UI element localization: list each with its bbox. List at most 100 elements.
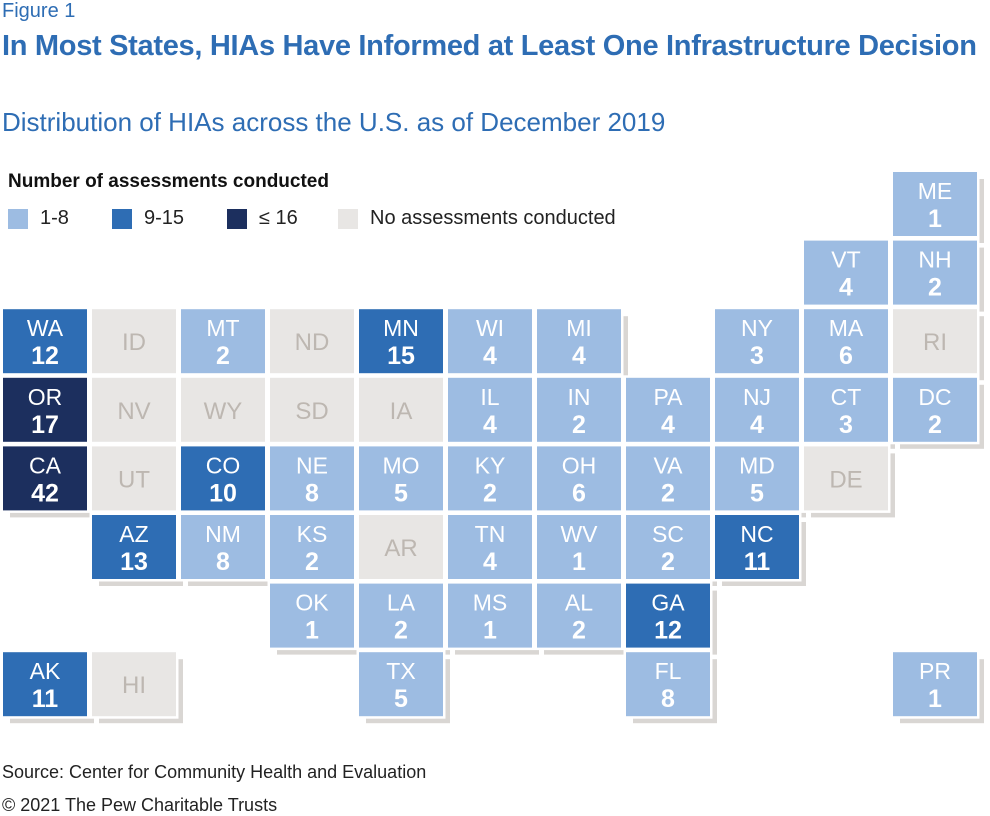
state-tile-vt: VT4: [804, 240, 888, 305]
tile-fill: [715, 446, 799, 511]
assessment-count: 4: [483, 548, 497, 576]
state-label: CO: [206, 452, 241, 478]
state-tile-ne: NE8: [270, 446, 354, 511]
state-label: MN: [383, 315, 419, 341]
tile-fill: [804, 309, 888, 374]
state-tile-nm: NM8: [181, 515, 265, 579]
state-label: GA: [651, 590, 685, 616]
state-label: IL: [480, 384, 499, 410]
tile-fill: [92, 652, 176, 717]
state-label: LA: [387, 590, 416, 616]
assessment-count: 1: [572, 548, 586, 576]
tile-fill: [270, 515, 354, 579]
state-tile-in: IN2: [537, 377, 621, 442]
state-label: NH: [918, 247, 951, 273]
assessment-count: 8: [216, 548, 230, 576]
tile-fill: [92, 515, 176, 579]
assessment-count: 1: [305, 617, 319, 645]
assessment-count: 4: [750, 411, 764, 439]
state-label: NM: [205, 521, 241, 547]
state-label: AR: [384, 535, 417, 562]
state-tile-ia: IA: [359, 377, 443, 442]
state-tile-va: VA2: [626, 446, 710, 511]
state-label: DC: [918, 384, 951, 410]
state-label: PR: [919, 658, 951, 684]
state-tile-ct: CT3: [804, 377, 888, 442]
state-tile-nd: ND: [270, 309, 354, 374]
state-tile-ma: MA6: [804, 309, 888, 374]
state-label: AL: [565, 590, 593, 616]
legend-swatch: [112, 208, 132, 229]
assessment-count: 2: [483, 479, 497, 507]
state-tile-ut: UT: [92, 446, 176, 511]
source-note: Source: Center for Community Health and …: [2, 762, 427, 782]
state-tile-ar: AR: [359, 515, 443, 579]
legend-swatch: [338, 208, 358, 229]
state-label: VA: [654, 452, 684, 478]
tile-fill: [448, 377, 532, 442]
assessment-count: 1: [928, 205, 942, 233]
state-tile-tx: TX5: [359, 652, 443, 717]
tile-fill: [626, 515, 710, 579]
state-label: SD: [295, 398, 328, 425]
assessment-count: 2: [394, 617, 408, 645]
tile-fill: [893, 172, 977, 236]
state-label: OK: [295, 590, 329, 616]
state-tile-la: LA2: [359, 583, 443, 648]
tile-fill: [181, 377, 265, 442]
state-tile-ny: NY3: [715, 309, 799, 374]
assessment-count: 1: [483, 617, 497, 645]
state-label: DE: [829, 466, 862, 493]
assessment-count: 2: [216, 342, 230, 370]
assessment-count: 2: [661, 548, 675, 576]
assessment-count: 2: [661, 479, 675, 507]
state-label: NY: [741, 315, 773, 341]
state-label: KY: [475, 452, 506, 478]
assessment-count: 6: [572, 479, 586, 507]
state-label: CA: [29, 452, 62, 478]
state-tile-mi: MI4: [537, 309, 621, 374]
state-tile-il: IL4: [448, 377, 532, 442]
tile-fill: [893, 377, 977, 442]
legend-item-16-plus: ≤ 16: [227, 207, 298, 230]
state-tile-al: AL2: [537, 583, 621, 648]
tile-fill: [270, 377, 354, 442]
tile-fill: [181, 309, 265, 374]
tile-fill: [537, 377, 621, 442]
tile-fill: [626, 652, 710, 717]
state-label: KS: [297, 521, 328, 547]
assessment-count: 10: [209, 479, 237, 507]
state-tile-ks: KS2: [270, 515, 354, 579]
tile-fill: [3, 377, 87, 442]
state-label: IN: [568, 384, 591, 410]
assessment-count: 6: [839, 342, 853, 370]
assessment-count: 3: [839, 411, 853, 439]
tile-fill: [448, 446, 532, 511]
state-label: MT: [206, 315, 239, 341]
state-label: MO: [382, 452, 419, 478]
tile-fill: [3, 652, 87, 717]
legend-swatch: [227, 208, 247, 229]
chart-title: In Most States, HIAs Have Informed at Le…: [2, 30, 977, 62]
state-label: WA: [27, 315, 64, 341]
legend-item-none: No assessments conducted: [338, 207, 616, 230]
state-tile-wy: WY: [181, 377, 265, 442]
state-label: MS: [473, 590, 508, 616]
state-label: HI: [122, 672, 146, 699]
tile-fill: [359, 515, 443, 579]
tile-fill: [804, 240, 888, 305]
state-tile-nh: NH2: [893, 240, 977, 305]
state-label: ID: [122, 329, 146, 356]
tile-fill: [537, 309, 621, 374]
tile-fill: [715, 377, 799, 442]
state-label: ME: [918, 178, 953, 204]
tile-fill: [448, 309, 532, 374]
assessment-count: 2: [928, 274, 942, 302]
